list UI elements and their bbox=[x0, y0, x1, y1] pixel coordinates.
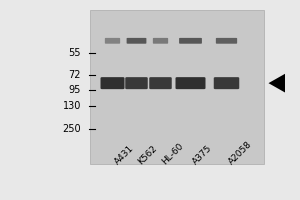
Text: HL-60: HL-60 bbox=[160, 141, 185, 166]
FancyBboxPatch shape bbox=[214, 77, 239, 89]
FancyBboxPatch shape bbox=[153, 38, 168, 44]
FancyBboxPatch shape bbox=[125, 77, 148, 89]
Text: 72: 72 bbox=[68, 70, 81, 80]
FancyBboxPatch shape bbox=[149, 77, 172, 89]
Text: 95: 95 bbox=[69, 85, 81, 95]
Text: A2058: A2058 bbox=[226, 139, 254, 166]
Text: 130: 130 bbox=[63, 101, 81, 111]
Text: A431: A431 bbox=[112, 143, 135, 166]
FancyBboxPatch shape bbox=[105, 38, 120, 44]
Polygon shape bbox=[268, 74, 285, 92]
FancyBboxPatch shape bbox=[100, 77, 124, 89]
FancyBboxPatch shape bbox=[179, 38, 202, 44]
Text: K562: K562 bbox=[136, 143, 159, 166]
FancyBboxPatch shape bbox=[127, 38, 146, 44]
Text: 250: 250 bbox=[62, 124, 81, 134]
FancyBboxPatch shape bbox=[216, 38, 237, 44]
Text: A375: A375 bbox=[190, 143, 213, 166]
Text: 55: 55 bbox=[68, 48, 81, 58]
FancyBboxPatch shape bbox=[176, 77, 206, 89]
Bar bbox=[90, 10, 264, 164]
